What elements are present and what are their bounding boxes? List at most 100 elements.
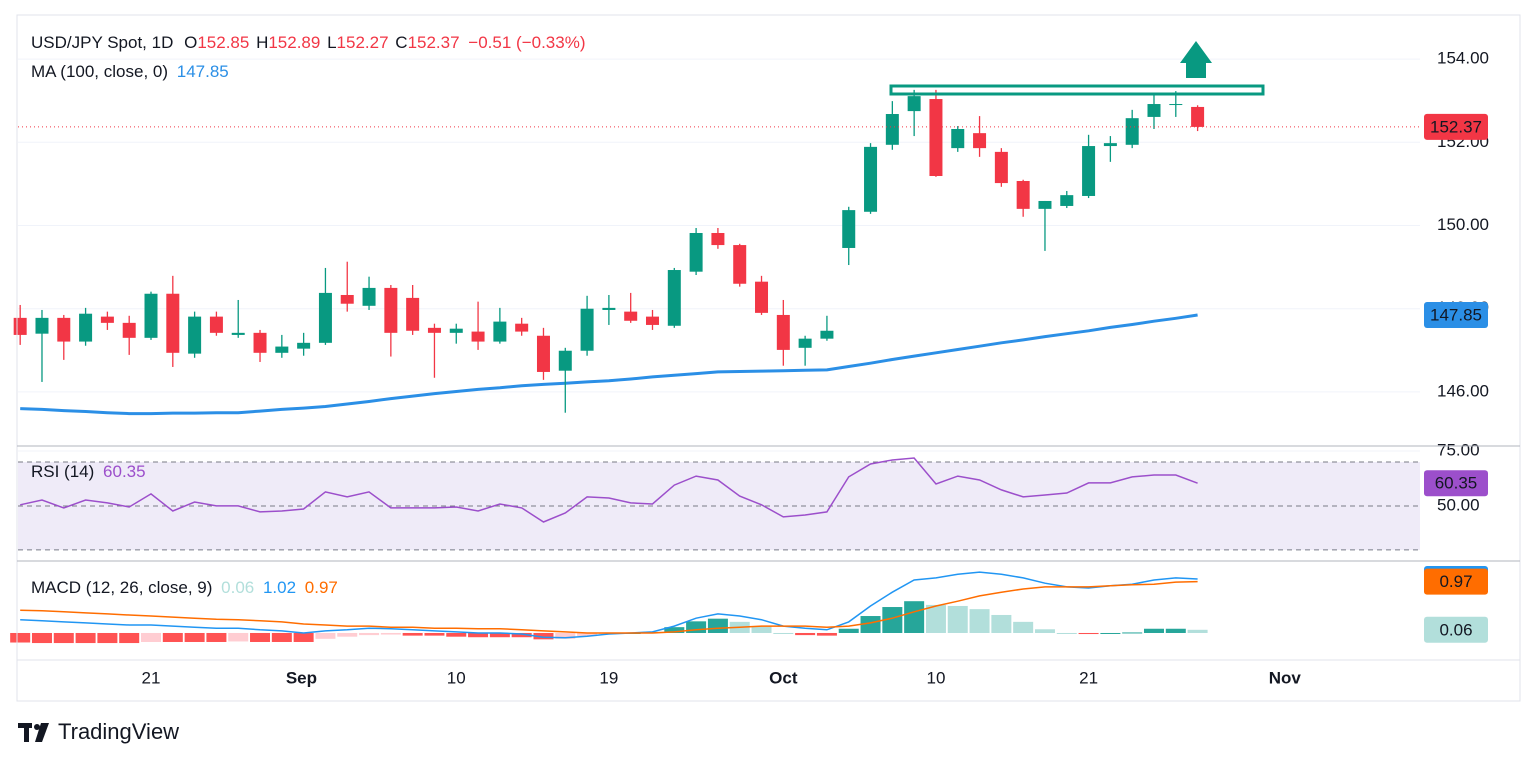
candle-body xyxy=(515,323,529,332)
close-value: 152.37 xyxy=(408,33,460,52)
ma-value: 147.85 xyxy=(177,62,229,81)
histogram-bar xyxy=(228,632,249,642)
histogram-bar xyxy=(1056,632,1077,634)
open-value: 152.85 xyxy=(197,33,249,52)
histogram-bar xyxy=(533,632,554,640)
candle-body xyxy=(209,316,223,333)
change: −0.51 (−0.33%) xyxy=(468,33,585,52)
candle-body xyxy=(35,317,49,334)
price-tag: 152.37 xyxy=(1430,117,1482,136)
histogram-bar xyxy=(359,632,380,636)
histogram-bar xyxy=(686,621,707,633)
histogram-bar xyxy=(119,632,140,644)
candle-body xyxy=(318,292,332,343)
histogram-bar xyxy=(10,632,31,643)
histogram-bar xyxy=(380,632,401,635)
histogram-bar xyxy=(882,607,903,633)
rsi-tag-bg xyxy=(1424,470,1488,497)
candle-body xyxy=(1103,143,1117,147)
histogram-bar xyxy=(904,601,925,633)
histogram-bar xyxy=(947,605,968,633)
histogram-bar xyxy=(424,632,445,636)
candle-body xyxy=(188,316,202,354)
candle-body xyxy=(776,314,790,350)
candle-body xyxy=(427,327,441,333)
symbol-title: USD/JPY Spot, 1D xyxy=(31,33,173,52)
rsi-tag: 60.35 xyxy=(1435,474,1478,493)
candle-body xyxy=(580,308,594,351)
candle-body xyxy=(667,270,681,326)
low-value: 152.27 xyxy=(337,33,389,52)
histogram-bar xyxy=(402,632,423,636)
candle-body xyxy=(275,346,289,353)
histogram-bar xyxy=(925,604,946,633)
ma-name: MA (100, close, 0) xyxy=(31,62,168,81)
signal-line xyxy=(20,580,1198,634)
logo xyxy=(18,723,49,742)
ohlc-label: O xyxy=(184,33,197,52)
signal-tag-bg xyxy=(1424,568,1488,595)
x-tick-label: Oct xyxy=(769,668,798,687)
candle-body xyxy=(1191,106,1205,127)
candle-body xyxy=(57,317,71,342)
macd-legend: MACD (12, 26, close, 9) 0.06 1.02 0.97 xyxy=(31,578,338,597)
ma-tag-bg xyxy=(1424,301,1488,328)
x-tick-label: 10 xyxy=(447,668,466,687)
candle-body xyxy=(755,281,769,313)
candle-body xyxy=(689,232,703,272)
histogram-tag: 0.06 xyxy=(1439,620,1472,639)
x-tick-label: 10 xyxy=(926,668,945,687)
y-tick-label: 50.00 xyxy=(1437,495,1480,514)
y-tick-label: 146.00 xyxy=(1437,381,1489,400)
histogram-bar xyxy=(184,632,205,642)
marks-layer xyxy=(10,89,1420,644)
candle-body xyxy=(100,316,114,323)
histogram-bar xyxy=(250,632,271,642)
candle-body xyxy=(13,317,27,335)
histogram-bar xyxy=(315,632,336,639)
ma-tag: 147.85 xyxy=(1430,305,1482,324)
histogram-bar xyxy=(337,632,358,637)
histogram-bar xyxy=(53,632,74,644)
up-arrow xyxy=(1180,41,1212,78)
histogram-bar xyxy=(1143,628,1164,633)
candle-body xyxy=(951,128,965,149)
histogram-bar xyxy=(838,628,859,633)
price-tag-bg xyxy=(1424,113,1488,140)
histogram-bar xyxy=(707,618,728,633)
histogram-bar xyxy=(511,632,532,638)
candle-body xyxy=(1125,118,1139,145)
candle-body xyxy=(864,146,878,212)
candle-body xyxy=(1147,104,1161,117)
candle-body xyxy=(820,330,834,339)
candle-body xyxy=(994,151,1008,184)
candle-body xyxy=(1082,146,1096,196)
histogram-tag-bg xyxy=(1424,616,1488,643)
candle-body xyxy=(144,293,158,338)
rsi-band xyxy=(18,461,1420,550)
histogram-bar xyxy=(141,632,162,642)
histogram-bar xyxy=(489,632,510,638)
histogram-bar xyxy=(816,632,837,636)
histogram-bar xyxy=(1034,629,1055,633)
x-tick-label: Sep xyxy=(286,668,317,687)
histogram-bar xyxy=(1078,632,1099,635)
histogram-bar xyxy=(75,632,96,644)
candle-body xyxy=(1038,200,1052,209)
rsi-value: 60.35 xyxy=(103,462,146,481)
ohlc-label: H xyxy=(256,33,268,52)
candle-body xyxy=(1169,104,1183,106)
candle-body xyxy=(645,316,659,325)
candle-body xyxy=(1016,180,1030,209)
histogram-bar xyxy=(293,632,314,642)
histogram-bar xyxy=(271,632,292,642)
histogram-bar xyxy=(446,632,467,637)
candle-body xyxy=(602,307,616,310)
candle-body xyxy=(973,133,987,149)
candle-body xyxy=(624,311,638,321)
rsi-line xyxy=(20,457,1198,523)
macd-line xyxy=(20,571,1198,639)
